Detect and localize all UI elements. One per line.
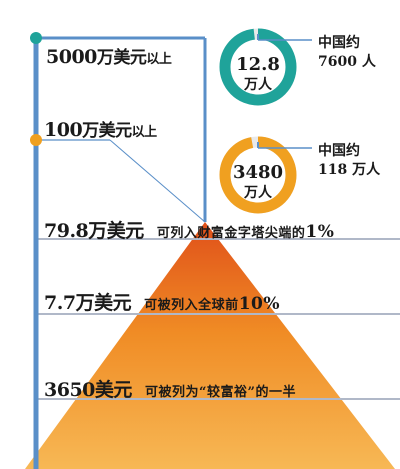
tier-value: 79.8	[44, 220, 89, 242]
ring-center-unit: 万人	[243, 76, 273, 93]
tier-label-100: 100万美元以上	[44, 116, 157, 141]
tier-value: 5000	[46, 46, 97, 68]
tier-note: 可列入财富金字塔尖端的1%	[156, 222, 335, 242]
tier-unit: 万美元	[96, 48, 147, 68]
tier-note-text: 可列入财富金字塔尖端的	[156, 226, 306, 241]
ring-center-value: 3480	[233, 162, 283, 183]
tier-suffix: 以上	[131, 125, 158, 140]
second-level-dot	[30, 134, 42, 146]
ring-center-value: 12.8	[236, 54, 280, 75]
ring-chart-top: 12.8 万人 中国约 7600 人	[219, 28, 377, 106]
tier-unit: 美元	[94, 379, 133, 401]
tier-note-text: 可被列为“较富裕”的一半	[145, 385, 296, 400]
wealth-pyramid	[25, 222, 395, 469]
tier-value: 7.7	[44, 292, 76, 314]
tier-suffix: 以上	[146, 52, 172, 67]
tier-value: 3650	[44, 379, 95, 401]
pointer-line	[109, 139, 206, 223]
tier-label-7-7: 7.7万美元 可被列入全球前10%	[44, 288, 280, 315]
ring-chart-second: 3480 万人 中国约 118 万人	[219, 136, 381, 214]
tier-label-5000: 5000万美元以上	[46, 43, 172, 68]
tier-unit: 万美元	[82, 121, 132, 141]
tier-unit: 万美元	[75, 292, 132, 314]
tier-unit: 万美元	[88, 220, 144, 242]
tier-note-value: 1%	[305, 222, 335, 242]
tier-label-79-8: 79.8万美元 可列入财富金字塔尖端的1%	[44, 216, 334, 243]
ring-side-value: 118 万人	[318, 161, 381, 178]
tier-value: 100	[44, 119, 83, 141]
tier-note: 可被列入全球前10%	[144, 294, 280, 314]
tier-note: 可被列为“较富裕”的一半	[145, 385, 296, 400]
ring-center-unit: 万人	[243, 184, 273, 201]
tier-label-3650: 3650美元 可被列为“较富裕”的一半	[44, 375, 296, 402]
ring-side-label: 中国约	[318, 34, 360, 51]
ring-side-label: 中国约	[318, 142, 360, 159]
top-level-dot	[30, 32, 42, 44]
ring-side-value: 7600 人	[318, 53, 377, 70]
tier-note-value: 10%	[238, 294, 280, 314]
tier-note-text: 可被列入全球前	[144, 298, 239, 313]
